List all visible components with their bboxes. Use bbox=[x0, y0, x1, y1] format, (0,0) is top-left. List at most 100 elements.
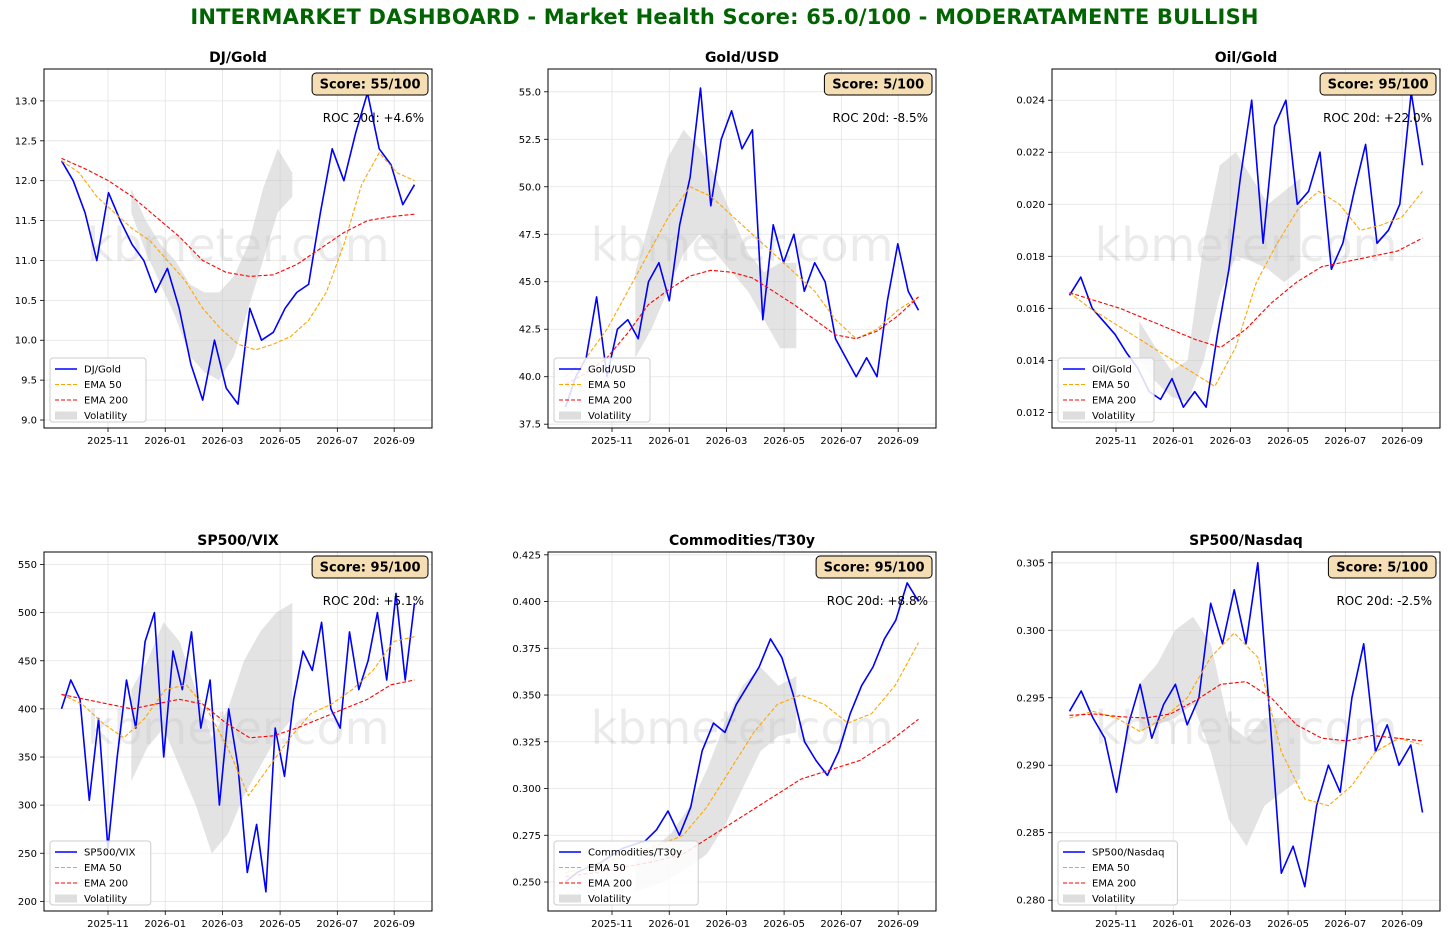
x-tick-label: 2026-03 bbox=[1210, 436, 1252, 447]
legend-label: EMA 50 bbox=[1092, 863, 1130, 874]
chart-title: Oil/Gold bbox=[1215, 50, 1278, 66]
chart-panel-3: kbmeter.com0.0120.0140.0160.0180.0200.02… bbox=[1016, 50, 1441, 447]
score-text: Score: 5/100 bbox=[832, 78, 924, 93]
legend-label: Commodities/T30y bbox=[588, 848, 682, 859]
y-tick-label: 12.0 bbox=[15, 176, 37, 187]
x-tick-label: 2025-11 bbox=[87, 919, 129, 930]
y-tick-label: 9.0 bbox=[21, 416, 37, 427]
y-tick-label: 50.0 bbox=[519, 182, 541, 193]
y-tick-label: 9.5 bbox=[21, 376, 37, 387]
score-badge bbox=[823, 72, 933, 96]
legend: Commodities/T30y EMA 50 EMA 200 Volatility bbox=[553, 840, 699, 906]
legend: Oil/Gold EMA 50 EMA 200 Volatility bbox=[1057, 357, 1155, 423]
ema50-line bbox=[1069, 632, 1423, 807]
y-tick-label: 0.325 bbox=[512, 737, 541, 748]
chart-panel-2: kbmeter.com37.540.042.545.047.550.052.55… bbox=[519, 50, 937, 447]
axes-frame bbox=[547, 551, 937, 912]
legend-label: SP500/Nasdaq bbox=[1092, 848, 1164, 859]
legend-box bbox=[49, 357, 147, 423]
ema200-line bbox=[61, 679, 415, 739]
ema50-line bbox=[61, 151, 415, 351]
y-tick-label: 0.016 bbox=[1016, 304, 1045, 315]
legend-swatch-volatility bbox=[559, 894, 581, 903]
x-tick-label: 2025-11 bbox=[1095, 919, 1137, 930]
y-tick-label: 47.5 bbox=[519, 230, 541, 241]
volatility-band bbox=[635, 667, 797, 892]
ema200-line bbox=[565, 269, 919, 385]
x-tick-label: 2026-01 bbox=[144, 919, 186, 930]
y-tick-label: 0.018 bbox=[1016, 252, 1045, 263]
legend: SP500/Nasdaq EMA 50 EMA 200 Volatility bbox=[1057, 840, 1178, 906]
y-tick-label: 13.0 bbox=[15, 96, 37, 107]
y-tick-label: 0.020 bbox=[1016, 200, 1045, 211]
legend-label: Volatility bbox=[1092, 411, 1135, 422]
x-tick-label: 2026-01 bbox=[1152, 919, 1194, 930]
y-tick-label: 250 bbox=[18, 849, 37, 860]
y-tick-label: 0.305 bbox=[1016, 558, 1045, 569]
roc-text: ROC 20d: +22.0% bbox=[1323, 111, 1432, 125]
y-tick-label: 0.290 bbox=[1016, 761, 1045, 772]
legend-label: EMA 200 bbox=[588, 396, 632, 407]
x-tick-label: 2026-07 bbox=[1324, 436, 1366, 447]
x-tick-label: 2026-05 bbox=[259, 919, 301, 930]
roc-text: ROC 20d: +4.6% bbox=[323, 111, 424, 125]
chart-panel-1: kbmeter.com9.09.510.010.511.011.512.012.… bbox=[15, 50, 433, 447]
y-tick-label: 0.295 bbox=[1016, 693, 1045, 704]
x-tick-label: 2025-11 bbox=[591, 436, 633, 447]
chart-title: Gold/USD bbox=[705, 50, 779, 66]
score-text: Score: 95/100 bbox=[824, 561, 925, 576]
y-tick-label: 42.5 bbox=[519, 325, 541, 336]
legend-label: EMA 200 bbox=[1092, 396, 1136, 407]
x-tick-label: 2026-03 bbox=[706, 436, 748, 447]
x-tick-label: 2026-03 bbox=[1210, 919, 1252, 930]
y-tick-label: 0.425 bbox=[512, 550, 541, 561]
y-tick-label: 0.300 bbox=[1016, 626, 1045, 637]
legend-label: Volatility bbox=[588, 411, 631, 422]
y-tick-label: 37.5 bbox=[519, 420, 541, 431]
legend-label: Volatility bbox=[84, 411, 127, 422]
score-text: Score: 55/100 bbox=[320, 78, 421, 93]
y-tick-label: 0.300 bbox=[512, 784, 541, 795]
legend-swatch-volatility bbox=[55, 411, 77, 420]
y-tick-label: 350 bbox=[18, 753, 37, 764]
legend-swatch-volatility bbox=[1063, 894, 1085, 903]
volatility-band bbox=[1139, 616, 1301, 847]
x-tick-label: 2026-05 bbox=[763, 919, 805, 930]
x-tick-label: 2026-09 bbox=[877, 436, 919, 447]
score-text: Score: 95/100 bbox=[1328, 78, 1429, 93]
ema200-line bbox=[1069, 237, 1423, 349]
legend-label: DJ/Gold bbox=[84, 365, 121, 376]
ema50-line bbox=[61, 636, 415, 797]
legend-label: Volatility bbox=[84, 894, 127, 905]
x-tick-label: 2026-09 bbox=[1381, 436, 1423, 447]
legend: Gold/USD EMA 50 EMA 200 Volatility bbox=[553, 357, 651, 423]
x-tick-label: 2026-05 bbox=[1267, 436, 1309, 447]
legend-box bbox=[553, 840, 699, 906]
x-tick-label: 2026-07 bbox=[316, 436, 358, 447]
legend-label: Volatility bbox=[588, 894, 631, 905]
price-line bbox=[60, 92, 416, 405]
y-tick-label: 0.250 bbox=[512, 878, 541, 889]
y-tick-label: 45.0 bbox=[519, 277, 541, 288]
score-badge bbox=[1327, 555, 1437, 579]
y-tick-label: 0.022 bbox=[1016, 148, 1045, 159]
y-tick-label: 11.5 bbox=[15, 216, 37, 227]
y-tick-label: 0.400 bbox=[512, 597, 541, 608]
y-tick-label: 500 bbox=[18, 608, 37, 619]
x-tick-label: 2026-09 bbox=[373, 919, 415, 930]
legend-label: Oil/Gold bbox=[1092, 365, 1132, 376]
y-tick-label: 52.5 bbox=[519, 135, 541, 146]
chart-title: DJ/Gold bbox=[209, 50, 267, 66]
x-tick-label: 2026-01 bbox=[144, 436, 186, 447]
legend-swatch-volatility bbox=[559, 411, 581, 420]
y-tick-label: 0.285 bbox=[1016, 828, 1045, 839]
x-tick-label: 2025-11 bbox=[87, 436, 129, 447]
axes-frame bbox=[1051, 551, 1441, 912]
x-tick-label: 2026-07 bbox=[820, 436, 862, 447]
y-tick-label: 550 bbox=[18, 560, 37, 571]
roc-text: ROC 20d: +8.8% bbox=[827, 594, 928, 608]
legend-label: EMA 50 bbox=[588, 380, 626, 391]
chart-panel-5: kbmeter.com0.2500.2750.3000.3250.3500.37… bbox=[512, 533, 937, 930]
ema50-line bbox=[1069, 190, 1423, 388]
y-tick-label: 200 bbox=[18, 897, 37, 908]
